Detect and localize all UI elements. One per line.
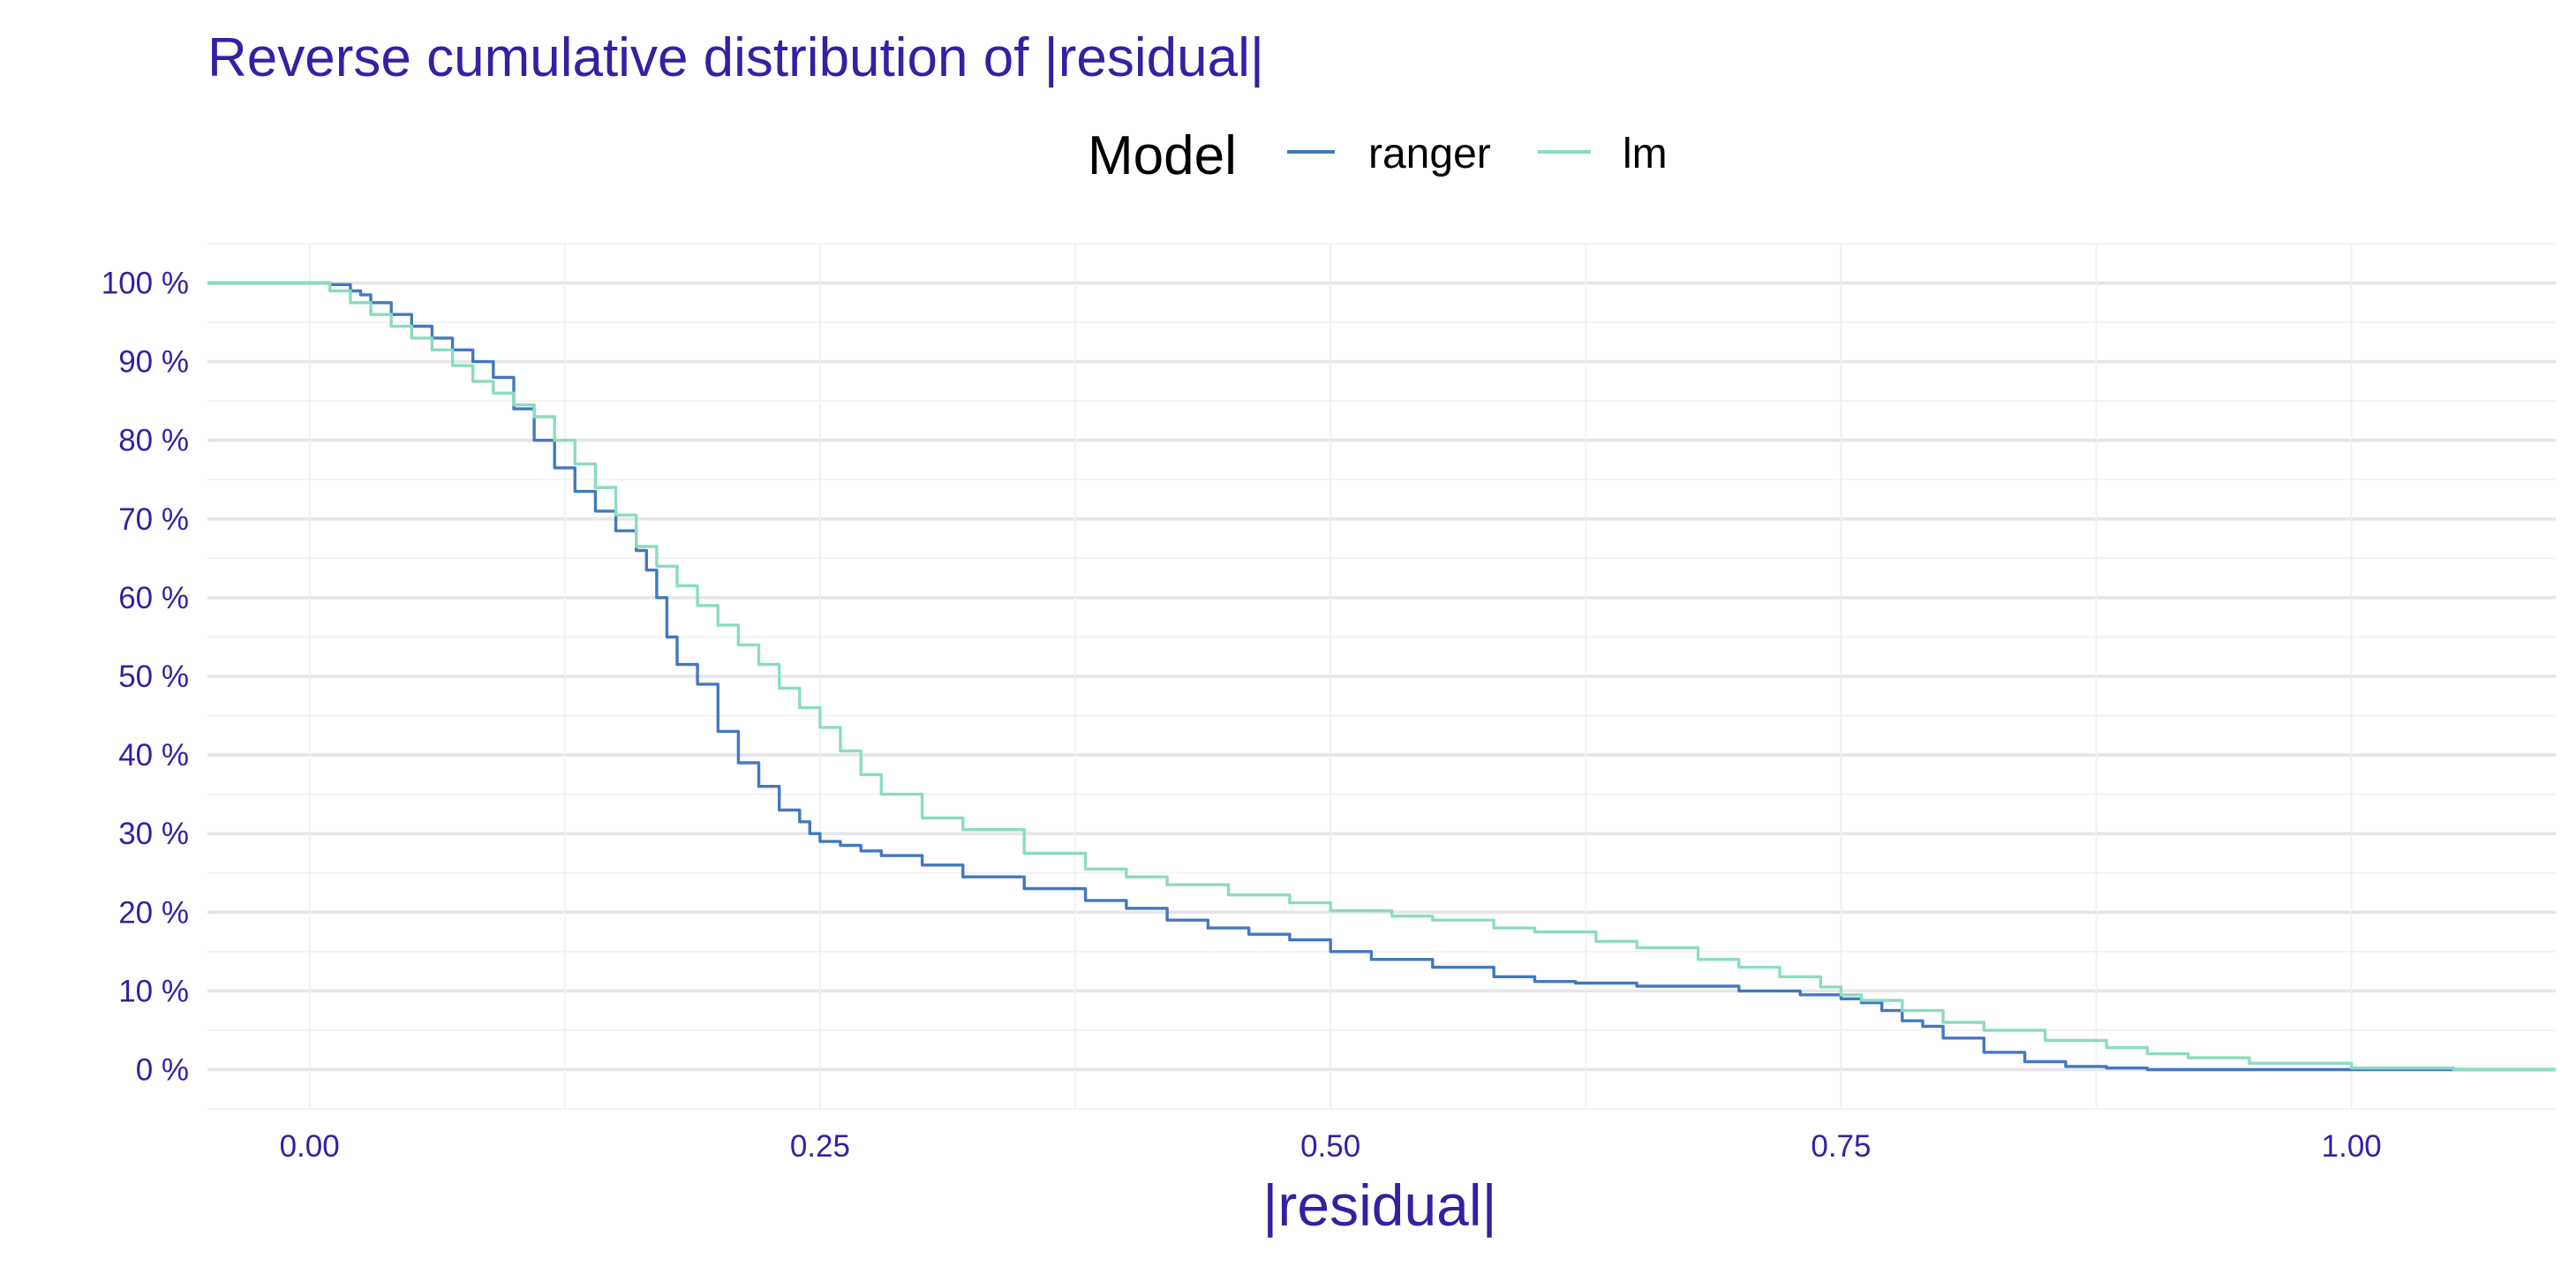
x-axis-ticks: 0.00 0.25 0.50 0.75 1.00 [280,1129,2382,1164]
legend-label-lm: lm [1623,131,1668,177]
y-tick-label: 90 % [118,345,189,380]
x-axis-title: |residual| [1262,1172,1496,1238]
plot-grid [207,243,2556,1110]
y-tick-label: 50 % [118,660,189,694]
plot-series [207,281,2556,1072]
y-tick-label: 100 % [102,267,189,301]
legend: Model ranger lm [1088,125,1668,186]
x-tick-label: 0.00 [280,1129,340,1164]
series-line-lm [207,281,2556,1072]
x-tick-label: 0.50 [1300,1129,1360,1164]
y-tick-label: 30 % [118,817,189,851]
y-tick-label: 70 % [118,502,189,537]
chart-title: Reverse cumulative distribution of |resi… [207,27,1264,88]
y-tick-label: 60 % [118,581,189,615]
y-tick-label: 80 % [118,424,189,458]
y-tick-label: 0 % [136,1052,189,1087]
y-tick-label: 20 % [118,895,189,930]
x-tick-label: 1.00 [2322,1129,2382,1164]
y-tick-label: 10 % [118,974,189,1008]
x-tick-label: 0.25 [790,1129,850,1164]
legend-title: Model [1088,125,1237,186]
x-tick-label: 0.75 [1811,1129,1871,1164]
legend-label-ranger: ranger [1368,131,1491,177]
series-line-ranger [207,281,2556,1072]
y-axis-ticks: 0 % 10 % 20 % 30 % 40 % 50 % 60 % 70 % 80 % 90 % 1… [102,267,189,1088]
y-tick-label: 40 % [118,738,189,773]
